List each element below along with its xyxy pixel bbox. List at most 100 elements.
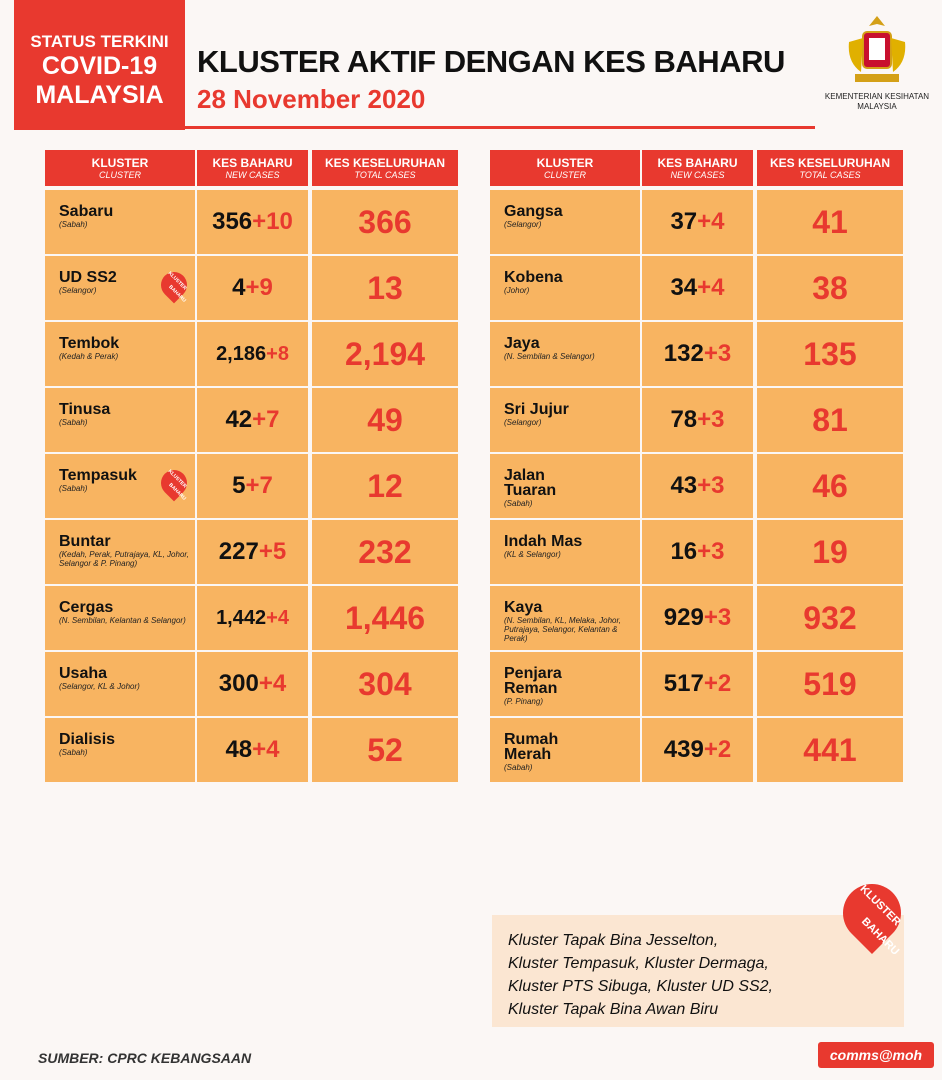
new-cases-cell: 1,442+4	[197, 586, 308, 650]
total-cases-cell: 519	[757, 652, 903, 716]
new-cases-cell: 356+10	[197, 190, 308, 254]
total-cases-cell: 366	[312, 190, 458, 254]
cluster-name: Buntar	[59, 533, 111, 550]
base-cases: 48	[225, 736, 253, 763]
base-cases: 1,442	[216, 607, 267, 629]
column-header: KES KESELURUHAN TOTAL CASES	[312, 150, 458, 186]
cluster-cell: Jaya (N. Sembilan & Selangor)	[490, 322, 640, 386]
plus: +	[697, 472, 712, 499]
total-cases-cell: 441	[757, 718, 903, 782]
cluster-name: Kaya	[504, 599, 543, 616]
ministry-line: MALAYSIA	[857, 102, 897, 111]
new-cases-cell: 2,186+8	[197, 322, 308, 386]
new-cases-cell: 132+3	[642, 322, 753, 386]
total-cases-cell: 46	[757, 454, 903, 518]
cluster-name: Cergas	[59, 599, 114, 616]
pin-text: KLUSTER BAHARU	[164, 469, 190, 502]
plus: +	[697, 208, 712, 235]
cluster-cell: Kobena (Johor)	[490, 256, 640, 320]
cluster-location: (Sabah)	[59, 748, 88, 757]
new-cluster-pin: KLUSTER BAHARU	[155, 266, 193, 304]
cluster-cell: Jalan Tuaran (Sabah)	[490, 454, 640, 518]
cluster-cell: Rumah Merah (Sabah)	[490, 718, 640, 782]
date: 28 November 2020	[197, 84, 426, 114]
base-cases: 78	[670, 406, 698, 433]
ministry-line: KEMENTERIAN KESIHATAN	[824, 92, 930, 101]
cluster-location: (Kedah, Perak, Putrajaya, KL, Johor, Sel…	[59, 550, 189, 568]
cluster-name: Sri Jujur	[504, 401, 569, 418]
cluster-location: (Selangor)	[504, 220, 542, 229]
cluster-name: Indah Mas	[504, 533, 583, 550]
cluster-location: (N. Sembilan, Kelantan & Selangor)	[59, 616, 186, 625]
new-cases: 7	[266, 406, 280, 433]
cluster-location: (N. Sembilan, KL, Melaka, Johor, Putraja…	[504, 616, 621, 643]
cluster-location: (Kedah & Perak)	[59, 352, 119, 361]
base-cases: 439	[663, 736, 704, 763]
total-cases-cell: 135	[757, 322, 903, 386]
source: SUMBER: CPRC KEBANGSAAN	[38, 1050, 252, 1066]
badge-line: MALAYSIA	[35, 81, 164, 109]
title: KLUSTER AKTIF DENGAN KES BAHARU	[197, 44, 785, 79]
new-cases-cell: 43+3	[642, 454, 753, 518]
header-rule	[185, 126, 815, 129]
cluster-location: (Selangor)	[59, 286, 97, 295]
total-cases-cell: 2,194	[312, 322, 458, 386]
new-cases-cell: 37+4	[642, 190, 753, 254]
cluster-cell: Indah Mas (KL & Selangor)	[490, 520, 640, 584]
base-cases: 43	[670, 472, 698, 499]
plus: +	[703, 340, 718, 367]
new-cases: 4	[272, 670, 287, 697]
header-sub: NEW CASES	[670, 170, 725, 180]
new-cases: 3	[717, 604, 732, 631]
plus: +	[266, 607, 278, 629]
cluster-name: Rumah Merah	[504, 731, 559, 763]
new-cluster-pin: KLUSTER BAHARU	[155, 464, 193, 502]
cluster-name: Tempasuk	[59, 467, 137, 484]
base-cases: 42	[225, 406, 253, 433]
base-cases: 227	[218, 538, 259, 565]
cluster-name: Sabaru	[59, 203, 114, 220]
base-cases: 517	[663, 670, 704, 697]
header-main: KES KESELURUHAN	[769, 156, 890, 170]
header-sub: TOTAL CASES	[354, 170, 416, 180]
cluster-name: Jaya	[504, 335, 540, 352]
header-sub: TOTAL CASES	[799, 170, 861, 180]
cluster-cell: Usaha (Selangor, KL & Johor)	[45, 652, 195, 716]
badge-line: STATUS TERKINI	[30, 32, 169, 51]
new-cases-cell: 4+9	[197, 256, 308, 320]
total-cases-cell: 49	[312, 388, 458, 452]
new-cases-cell: 42+7	[197, 388, 308, 452]
new-cases-cell: 300+4	[197, 652, 308, 716]
header-sub: NEW CASES	[225, 170, 280, 180]
cluster-location: (Sabah)	[504, 763, 533, 772]
cluster-cell: Tempasuk (Sabah) KLUSTER BAHARU	[45, 454, 195, 518]
cluster-cell: Cergas (N. Sembilan, Kelantan & Selangor)	[45, 586, 195, 650]
plus: +	[703, 670, 718, 697]
new-cases: 2	[717, 670, 732, 697]
new-cases: 4	[266, 736, 280, 763]
total-cases-cell: 52	[312, 718, 458, 782]
new-cases-cell: 78+3	[642, 388, 753, 452]
cluster-location: (N. Sembilan & Selangor)	[504, 352, 595, 361]
cluster-location: (Sabah)	[504, 499, 533, 508]
pin-text: KLUSTER BAHARU	[164, 271, 190, 304]
cluster-cell: Buntar (Kedah, Perak, Putrajaya, KL, Joho…	[45, 520, 195, 584]
new-cases: 3	[717, 340, 732, 367]
total-cases-cell: 41	[757, 190, 903, 254]
cluster-name: Kobena	[504, 269, 563, 286]
cluster-name: UD SS2	[59, 269, 117, 286]
plus: +	[703, 736, 718, 763]
base-cases: 5	[232, 472, 246, 499]
cluster-cell: Kaya (N. Sembilan, KL, Melaka, Johor, Put…	[490, 586, 640, 650]
base-cases: 34	[670, 274, 698, 301]
column-header: KLUSTER CLUSTER	[45, 150, 195, 186]
cluster-cell: Dialisis (Sabah)	[45, 718, 195, 782]
plus: +	[703, 604, 718, 631]
base-cases: 300	[218, 670, 259, 697]
total-cases-cell: 304	[312, 652, 458, 716]
plus: +	[266, 343, 278, 365]
new-cases: 3	[711, 406, 725, 433]
cluster-location: (Sabah)	[59, 484, 88, 493]
base-cases: 4	[232, 274, 246, 301]
